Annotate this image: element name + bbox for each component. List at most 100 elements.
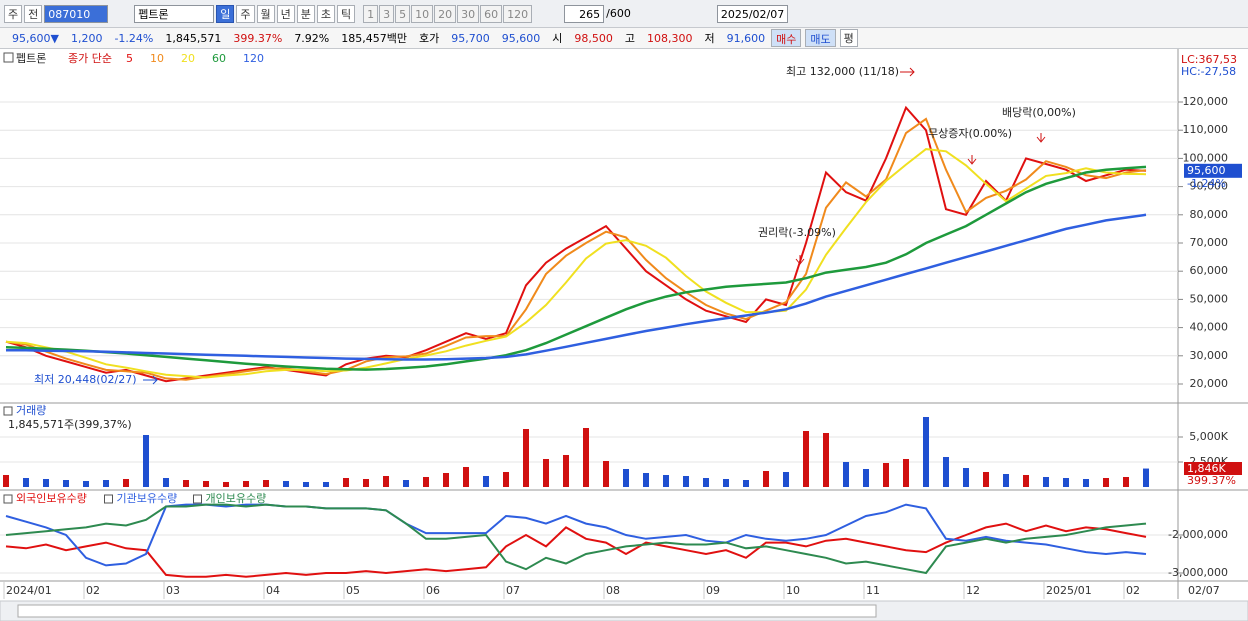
volume-bar — [443, 473, 449, 487]
legend-entry: 기관보유수량 — [117, 492, 178, 505]
event-arrow — [967, 155, 977, 165]
volume-tag-label: 1,846K — [1187, 462, 1226, 475]
volume-bar — [943, 457, 949, 487]
count-input[interactable]: 265 — [564, 4, 605, 23]
volume-tag — [1184, 462, 1242, 475]
volume-bar — [403, 480, 409, 487]
period-button[interactable]: 월 — [256, 4, 275, 23]
y-tick-label: 110,000 — [1183, 123, 1229, 136]
period-button[interactable]: 주 — [236, 4, 255, 23]
volume-bar — [503, 472, 509, 487]
volume-bar — [423, 477, 429, 487]
y-tick-label: 30,000 — [1190, 349, 1229, 362]
price-tag — [1184, 163, 1242, 178]
volume-bar — [203, 481, 209, 487]
volume-bar — [183, 480, 189, 487]
volume-bar — [83, 481, 89, 487]
legend-box — [3, 406, 13, 416]
annotation: 최저 20,448(02/27) — [34, 373, 137, 386]
volume-bar — [883, 463, 889, 487]
volume-bar — [1103, 478, 1109, 487]
volume-bar — [363, 479, 369, 487]
annotation-arrow — [900, 67, 915, 77]
y-tick-label: 50,000 — [1190, 292, 1229, 305]
interval-button[interactable]: 10 — [411, 4, 434, 23]
period-button[interactable]: 년 — [276, 4, 295, 23]
x-end-label: 02/07 — [1188, 584, 1220, 597]
legend-entry: 20 — [181, 52, 195, 65]
volume-bar — [283, 481, 289, 487]
volume-rate: 399.37% — [233, 31, 283, 45]
scroll-track[interactable] — [17, 604, 877, 618]
x-tick-label: 10 — [786, 584, 800, 597]
volume-bar — [523, 429, 529, 487]
volume-bar — [1003, 474, 1009, 487]
change-tag-label: -1.24% — [1187, 177, 1226, 190]
period-button[interactable]: 초 — [316, 4, 335, 23]
price-tag-label: 95,600 — [1187, 164, 1226, 177]
interval-button[interactable]: 30 — [457, 4, 480, 23]
volume-bar — [763, 471, 769, 487]
volume-bar — [563, 455, 569, 487]
volume-bar — [963, 468, 969, 487]
interval-button[interactable]: 20 — [434, 4, 457, 23]
volume-bar — [1123, 477, 1129, 487]
y-tick-label: -3,000,000 — [1168, 566, 1228, 579]
x-tick-label: 06 — [426, 584, 440, 597]
chart-area: 20,000 30,000 40,000 50,000 60,000 70,000 80,0… — [0, 49, 1248, 621]
interval-button[interactable]: 1 — [363, 4, 379, 23]
name-field[interactable]: 펩트론 — [134, 4, 215, 23]
series-line — [5, 148, 1147, 379]
period-button[interactable]: 분 — [296, 4, 315, 23]
interval-button[interactable]: 60 — [480, 4, 503, 23]
volume-bar — [683, 476, 689, 487]
volume-bar — [463, 467, 469, 487]
period-button[interactable]: 틱 — [337, 4, 356, 23]
event-arrow — [1036, 133, 1046, 143]
low: 91,600 — [726, 31, 766, 45]
interval-button[interactable]: 3 — [379, 4, 395, 23]
volume-bar — [263, 480, 269, 487]
sell-button[interactable]: 매도 — [805, 29, 836, 47]
code-input[interactable]: 087010 — [44, 4, 109, 23]
volume-bar — [1143, 468, 1149, 487]
panel-subtitle: 1,845,571주(399,37%) — [8, 418, 132, 431]
y-tick-label: 70,000 — [1190, 236, 1229, 249]
corner-label: LC:367,53 — [1181, 53, 1237, 66]
interval-button[interactable]: 5 — [395, 4, 411, 23]
menu-button[interactable]: 주 — [4, 4, 23, 23]
volume-bar — [703, 478, 709, 487]
count-max: /600 — [606, 7, 631, 20]
avg-button[interactable]: 평 — [839, 29, 858, 47]
open: 98,500 — [574, 31, 613, 45]
volume-bar — [63, 480, 69, 487]
volume-bar — [843, 462, 849, 487]
high: 108,300 — [647, 31, 693, 45]
volume-bar — [983, 472, 989, 487]
volume-bar — [603, 461, 609, 487]
y-tick-label: 100,000 — [1183, 151, 1229, 164]
legend-entry: 5 — [126, 52, 133, 65]
volume-bar — [323, 482, 329, 487]
legend-entry: 120 — [243, 52, 264, 65]
volume-bar — [663, 475, 669, 487]
volume-bar — [163, 478, 169, 487]
legend-entry: 10 — [150, 52, 164, 65]
annotation-arrow — [143, 375, 158, 385]
volume-rate-label: 399.37% — [1187, 474, 1236, 487]
period-button[interactable]: 일 — [216, 4, 235, 23]
volume-bar — [903, 459, 909, 487]
date-input[interactable]: 2025/02/07 — [716, 4, 789, 23]
legend-box — [3, 52, 14, 63]
volume-bar — [1083, 479, 1089, 487]
y-tick-label: 60,000 — [1190, 264, 1229, 277]
x-tick-label: 08 — [606, 584, 620, 597]
annotation: 권리락(-3.09%) — [758, 226, 836, 239]
legend-entry: 60 — [212, 52, 226, 65]
prev-button[interactable]: 전 — [24, 4, 43, 23]
y-tick-label: 90,000 — [1190, 180, 1229, 193]
buy-button[interactable]: 매수 — [771, 29, 802, 47]
interval-button[interactable]: 120 — [503, 4, 533, 23]
